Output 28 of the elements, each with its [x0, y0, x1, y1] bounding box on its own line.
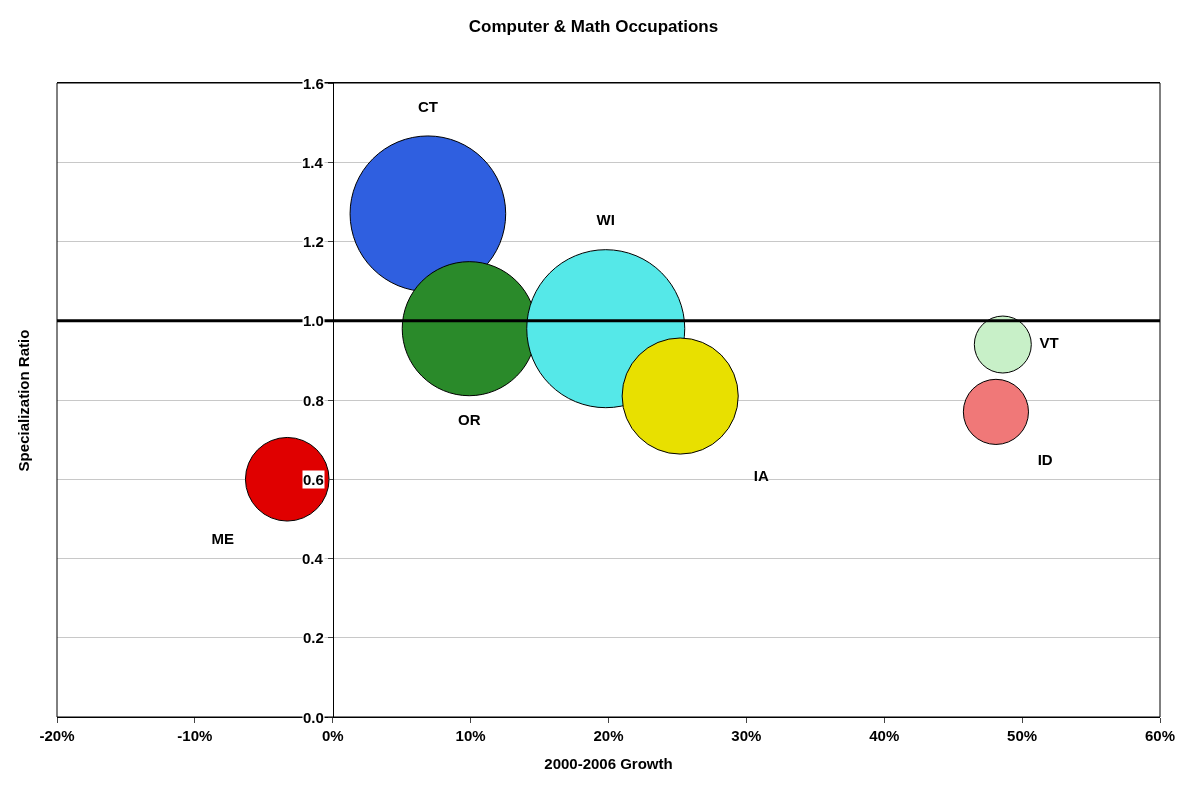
y-axis-title: Specialization Ratio [15, 329, 33, 472]
x-axis-title: 2000-2006 Growth [544, 755, 673, 772]
y-tick-label: 1.2 [303, 233, 324, 250]
y-tick-label: 0.8 [303, 392, 324, 409]
x-tick-label: -20% [39, 727, 75, 744]
series-label: VT [1039, 334, 1059, 352]
y-tick-label: 0.0 [303, 709, 324, 726]
y-tick-label: 0.2 [303, 629, 324, 646]
series-label: OR [458, 410, 481, 428]
x-tick-label: 0% [321, 727, 344, 744]
x-tick-label: 40% [869, 727, 900, 744]
x-tick-label: 60% [1144, 727, 1176, 744]
text: ME [211, 529, 234, 547]
x-tick-label: 10% [455, 727, 486, 744]
series-label: ID [1037, 450, 1053, 468]
x-tick-label: 20% [593, 727, 624, 744]
chart-title: Computer & Math Occupations [468, 16, 719, 36]
y-tick-label: 0.6 [303, 471, 324, 488]
text: IA [753, 466, 769, 484]
y-tick-label: 1.0 [303, 312, 324, 329]
x-tick-label: 50% [1007, 727, 1038, 744]
x-tick-label: 30% [731, 727, 762, 744]
series-label: WI [596, 211, 615, 229]
y-tick-label: 1.4 [302, 154, 324, 171]
y-tick-label: 1.6 [303, 75, 324, 92]
series-label: CT [417, 97, 438, 115]
y-tick-label: 0.4 [302, 550, 324, 567]
x-tick-label: -10% [177, 727, 213, 744]
